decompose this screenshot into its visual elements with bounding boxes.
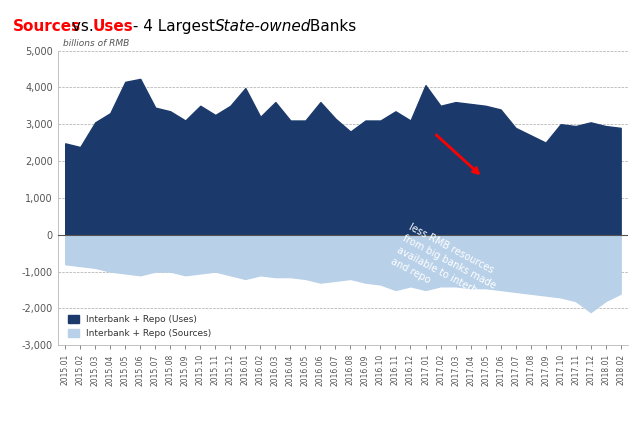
Text: Uses: Uses <box>93 19 134 34</box>
Text: State-owned: State-owned <box>215 19 311 34</box>
Legend: Interbank + Repo (Uses), Interbank + Repo (Sources): Interbank + Repo (Uses), Interbank + Rep… <box>68 315 212 338</box>
Text: Sources: Sources <box>13 19 81 34</box>
Text: Banks: Banks <box>305 19 356 34</box>
Text: vs.: vs. <box>67 19 99 34</box>
Text: - 4 Largest: - 4 Largest <box>128 19 220 34</box>
Text: billions of RMB: billions of RMB <box>63 39 129 48</box>
Text: less RMB resources
from big banks made
available to interbank
and repo: less RMB resources from big banks made a… <box>388 221 506 316</box>
